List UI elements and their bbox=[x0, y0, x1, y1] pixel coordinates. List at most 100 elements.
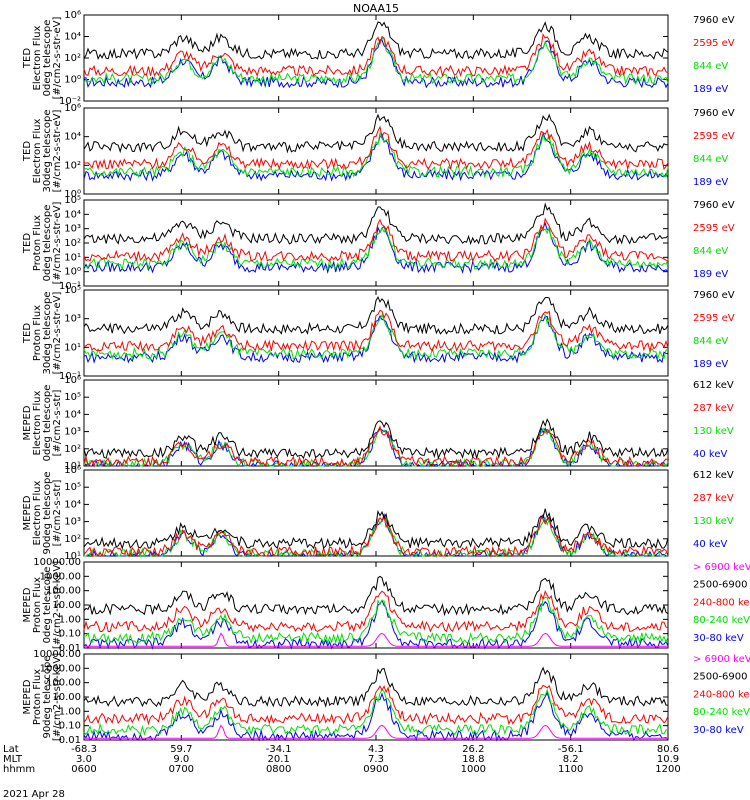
bottom-row-value: 18.8 bbox=[462, 754, 484, 765]
legend-entry: 612 keV bbox=[693, 380, 734, 391]
legend-entry: 2595 eV bbox=[693, 223, 735, 234]
series-green bbox=[83, 37, 669, 86]
legend-entry: 240-800 ke bbox=[693, 597, 750, 608]
panel-frame bbox=[83, 199, 669, 287]
bottom-row-value: 0600 bbox=[71, 764, 96, 775]
y-axis-label: [#/cm2-s-str-eV] bbox=[52, 110, 63, 193]
y-axis-label: 90deg telescope bbox=[42, 655, 53, 738]
y-tick-label: 1000.00 bbox=[40, 663, 81, 674]
bottom-row-value: 4.3 bbox=[368, 744, 384, 755]
y-tick-label: 10¹ bbox=[64, 342, 81, 353]
series-black bbox=[83, 113, 669, 154]
bottom-row-value: 3.0 bbox=[76, 754, 92, 765]
y-tick-label: 10² bbox=[64, 53, 81, 64]
y-axis-label: 30deg telescope bbox=[42, 109, 53, 192]
y-tick-label: 10¹ bbox=[64, 461, 81, 472]
y-tick-label: 10⁴ bbox=[64, 499, 81, 510]
bottom-row-value: 0700 bbox=[169, 764, 194, 775]
y-tick-label: 10² bbox=[64, 238, 81, 249]
y-axis-label: 0deg telescope bbox=[42, 20, 53, 97]
series-green bbox=[83, 313, 669, 361]
bottom-row-value: -68.3 bbox=[71, 744, 97, 755]
y-axis-label: TED bbox=[22, 233, 33, 254]
legend-entry: 7960 eV bbox=[693, 200, 735, 211]
y-tick-label: 10⁰ bbox=[64, 189, 81, 200]
bottom-row-value: 1100 bbox=[558, 764, 583, 775]
bottom-row-value: 1000 bbox=[461, 764, 486, 775]
bottom-row-value: 8.2 bbox=[563, 754, 579, 765]
y-tick-label: 10⁶ bbox=[64, 465, 81, 476]
y-axis-label: Electron Flux bbox=[32, 25, 43, 90]
bottom-axis: Lat -68.3 59.7 -34.1 4.3 26.2 -56.1 80.6 MLT 3.0 9… bbox=[3, 744, 681, 775]
y-axis-label: Electron Flux bbox=[32, 390, 43, 455]
y-tick-label: 10⁵ bbox=[64, 482, 81, 493]
y-axis-label: 30deg telescope bbox=[42, 291, 53, 374]
y-tick-label: 0.10 bbox=[59, 721, 81, 732]
y-axis-label: [#/cm2-s-str-keV] bbox=[52, 561, 63, 649]
y-tick-label: 10000.00 bbox=[33, 649, 81, 660]
y-tick-label: 100.00 bbox=[46, 586, 81, 597]
legend-entry: 189 eV bbox=[693, 177, 728, 188]
series-magenta bbox=[84, 632, 668, 647]
y-tick-label: 10³ bbox=[64, 224, 81, 235]
y-tick-label: 10⁰ bbox=[64, 267, 81, 278]
legend-entry: 130 keV bbox=[693, 516, 734, 527]
series-red bbox=[83, 514, 669, 558]
legend-entry: 189 eV bbox=[693, 84, 728, 95]
series-red bbox=[83, 425, 669, 468]
y-axis-label: TED bbox=[22, 141, 33, 162]
y-axis-label: Electron Flux bbox=[32, 480, 43, 545]
legend-entry: > 6900 keV bbox=[693, 562, 750, 573]
series-blue bbox=[83, 599, 669, 650]
y-axis-label: 0deg telescope bbox=[42, 385, 53, 462]
legend-entry: > 6900 keV bbox=[693, 654, 750, 665]
y-tick-label: 1000.00 bbox=[40, 571, 81, 582]
y-axis-label: MEPED bbox=[22, 495, 33, 530]
y-axis-label: Proton Flux bbox=[32, 669, 43, 725]
legend-entry: 844 eV bbox=[693, 246, 728, 257]
y-tick-label: 10.00 bbox=[52, 692, 81, 703]
y-tick-label: 10³ bbox=[64, 517, 81, 528]
y-tick-label: 10⁴ bbox=[64, 132, 81, 143]
series-green bbox=[83, 226, 669, 271]
bottom-row-value: 26.2 bbox=[462, 744, 484, 755]
panel-4: 10⁻¹ 10¹ 10³ 10⁵ TED Proton Flux 30deg telesco… bbox=[22, 285, 735, 382]
bottom-row-label: MLT bbox=[3, 754, 23, 765]
legend-entry: 287 keV bbox=[693, 403, 734, 414]
legend-entry: 2595 eV bbox=[693, 313, 735, 324]
legend-entry: 30-80 keV bbox=[693, 633, 744, 644]
legend-entry: 2500-6900 bbox=[693, 672, 748, 683]
y-axis-label: Proton Flux bbox=[32, 577, 43, 633]
y-tick-label: 10³ bbox=[64, 427, 81, 438]
y-tick-label: 1.00 bbox=[59, 614, 81, 625]
legend-entry: 2500-6900 bbox=[693, 580, 748, 591]
series-red bbox=[83, 590, 669, 633]
y-axis-label: MEPED bbox=[22, 405, 33, 440]
y-tick-label: 10.00 bbox=[52, 600, 81, 611]
series-black bbox=[83, 575, 669, 617]
y-tick-label: 10³ bbox=[64, 314, 81, 325]
series-red bbox=[83, 217, 669, 263]
legend-entry: 80-240 keV bbox=[693, 707, 750, 718]
series-blue bbox=[83, 314, 669, 364]
y-tick-label: 1.00 bbox=[59, 706, 81, 717]
y-tick-label: 10⁻² bbox=[59, 96, 81, 107]
series-blue bbox=[83, 691, 669, 742]
bottom-row-value: 10.9 bbox=[657, 754, 679, 765]
y-tick-label: 10² bbox=[64, 444, 81, 455]
y-tick-label: 10⁵ bbox=[64, 195, 81, 206]
series-red bbox=[83, 125, 669, 171]
y-axis-label: [#/cm2-s-str-eV] bbox=[52, 17, 63, 100]
bottom-row-value: 20.1 bbox=[268, 754, 290, 765]
series-black bbox=[83, 666, 668, 708]
y-axis-label: 90deg telescope bbox=[42, 471, 53, 554]
series-red bbox=[83, 309, 669, 353]
series-green bbox=[84, 596, 669, 645]
panel-6: 10¹ 10² 10³ 10⁴ 10⁵ 10⁶ MEPED Electron Flux 90de… bbox=[22, 465, 734, 562]
legend-entry: 30-80 keV bbox=[693, 725, 744, 736]
y-tick-label: 10000.00 bbox=[33, 557, 81, 568]
y-tick-label: 10⁴ bbox=[64, 209, 81, 220]
bottom-row-value: -34.1 bbox=[266, 744, 292, 755]
legend-entry: 844 eV bbox=[693, 336, 728, 347]
